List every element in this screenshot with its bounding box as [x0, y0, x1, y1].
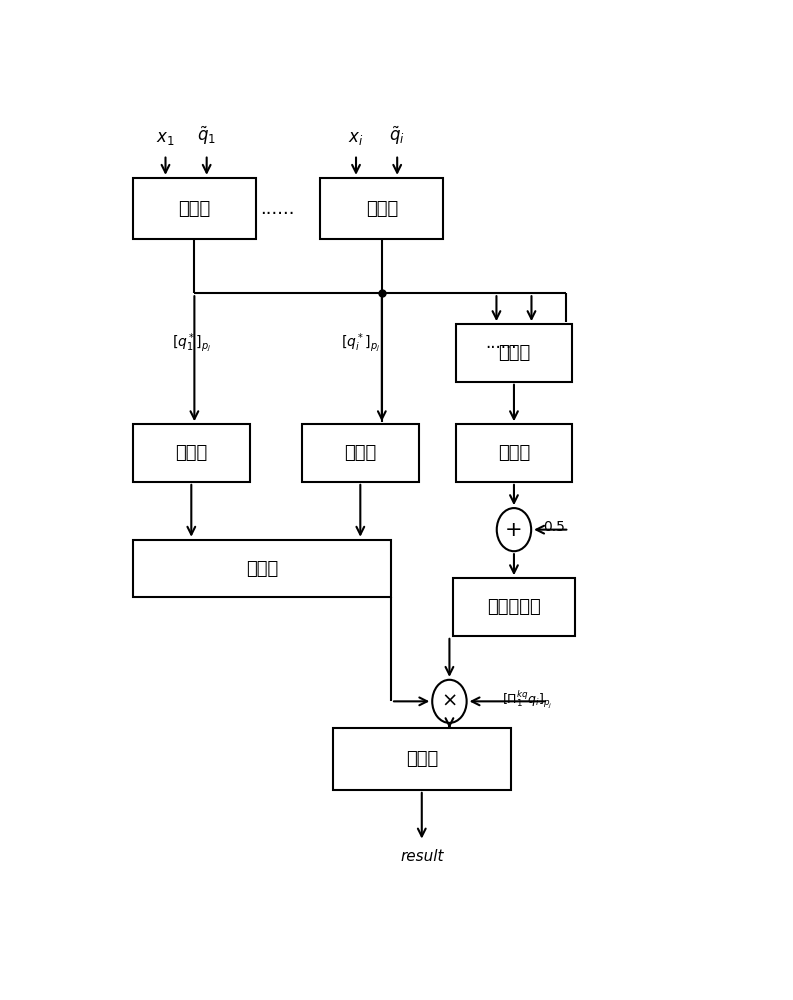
Text: ......: ...... — [485, 334, 517, 352]
Text: 模加器: 模加器 — [406, 750, 438, 768]
Bar — [455, 324, 573, 382]
Text: 模乘器: 模乘器 — [175, 444, 208, 462]
Text: $\tilde{q}_i$: $\tilde{q}_i$ — [389, 125, 405, 147]
Text: 查找表: 查找表 — [498, 344, 530, 362]
Bar — [133, 540, 391, 597]
Bar — [320, 178, 443, 239]
Text: result: result — [400, 849, 443, 864]
Text: $[q_1^*]_{p_j}$: $[q_1^*]_{p_j}$ — [171, 332, 211, 355]
Circle shape — [496, 508, 531, 551]
Bar — [333, 728, 511, 790]
Text: $x_1$: $x_1$ — [156, 129, 174, 147]
Text: 模乘器: 模乘器 — [178, 200, 210, 218]
Text: 定浮转换器: 定浮转换器 — [487, 598, 541, 616]
Text: ×: × — [441, 692, 458, 711]
Text: ......: ...... — [260, 200, 295, 218]
Text: $\tilde{q}_1$: $\tilde{q}_1$ — [197, 125, 216, 147]
Bar — [133, 424, 250, 482]
Bar — [302, 424, 419, 482]
Bar — [455, 424, 573, 482]
Text: $x_i$: $x_i$ — [348, 129, 364, 147]
Text: +: + — [505, 520, 523, 540]
Text: $[q_i^*]_{p_j}$: $[q_i^*]_{p_j}$ — [341, 332, 380, 355]
Text: 累加器: 累加器 — [498, 444, 530, 462]
Circle shape — [432, 680, 466, 723]
Text: 0.5: 0.5 — [543, 520, 565, 534]
Text: 模乘器: 模乘器 — [366, 200, 398, 218]
Text: 累加器: 累加器 — [246, 560, 278, 578]
Text: 模乘器: 模乘器 — [344, 444, 377, 462]
Text: $[\Pi_1^{kq} q_i]_{p_j}$: $[\Pi_1^{kq} q_i]_{p_j}$ — [502, 688, 553, 710]
Bar — [453, 578, 576, 636]
Bar — [133, 178, 256, 239]
